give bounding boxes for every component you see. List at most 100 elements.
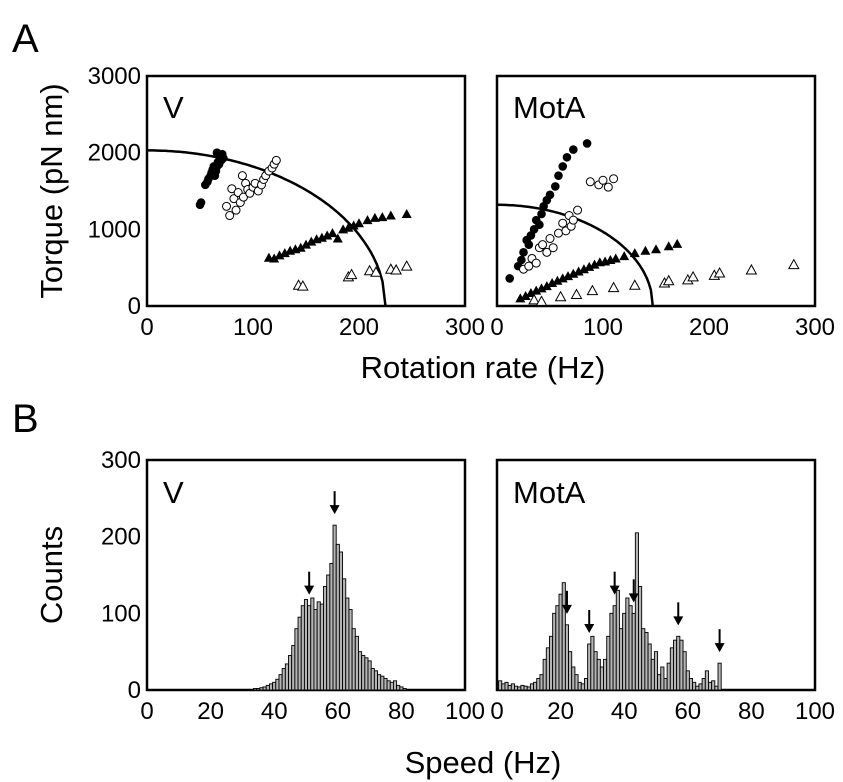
data-point: [554, 171, 563, 180]
histogram-bar: [701, 678, 706, 691]
panel-letter-b: B: [12, 397, 39, 441]
x-tick-label: 0: [490, 698, 503, 725]
data-point: [787, 258, 800, 270]
histogram-bar: [364, 657, 369, 691]
histogram-bar: [549, 635, 554, 691]
data-point: [563, 271, 574, 281]
histogram-bar: [574, 674, 579, 691]
histogram-bar: [265, 684, 270, 691]
data-point: [536, 283, 547, 293]
plot-frame: [145, 74, 467, 308]
histogram-bar: [653, 651, 659, 691]
data-point: [541, 281, 552, 291]
histogram-bar: [618, 628, 624, 691]
histogram-bar: [510, 683, 515, 691]
data-point: [552, 275, 563, 285]
histogram-bar: [590, 635, 595, 691]
x-tick-label: 40: [261, 698, 288, 725]
histogram-bar: [596, 658, 601, 691]
data-point: [370, 266, 382, 277]
histogram-bar: [313, 609, 318, 691]
histogram-bar: [367, 660, 372, 691]
peak-arrow: [714, 629, 725, 653]
x-tick-label: 20: [197, 698, 224, 725]
data-point: [558, 162, 568, 171]
histogram-bar: [568, 651, 573, 691]
histogram-bar: [628, 605, 633, 691]
histogram-bar: [542, 658, 547, 691]
panel-a-x-axis-title: Rotation rate (Hz): [361, 350, 606, 385]
histogram-bar: [708, 681, 713, 691]
histogram-bar: [514, 685, 519, 691]
peak-arrow-head: [304, 585, 315, 595]
data-point: [558, 218, 568, 228]
histogram-bar: [533, 681, 538, 691]
data-point: [713, 267, 726, 278]
data-point: [306, 236, 317, 246]
histogram-bar: [275, 678, 280, 691]
histogram-bar: [498, 680, 503, 691]
data-point: [582, 139, 592, 148]
y-tick-label: 300: [101, 447, 141, 474]
data-point: [573, 266, 584, 276]
data-point: [628, 279, 641, 290]
histogram-bar: [673, 639, 678, 691]
histogram-bar: [580, 683, 585, 691]
peak-arrow-head: [329, 505, 340, 515]
data-point: [345, 268, 358, 280]
histogram-bar: [386, 680, 391, 691]
histogram-bar: [682, 651, 687, 691]
data-point: [525, 287, 536, 297]
x-tick-label: 80: [388, 698, 415, 725]
histogram-bar: [704, 670, 709, 691]
histogram-bar: [338, 551, 344, 691]
data-point: [551, 182, 560, 191]
panel-b-v-histogram: V 0 20 40 60 80 100 0 100 200 300: [101, 447, 485, 725]
histogram-bar: [587, 643, 592, 691]
data-point: [584, 261, 595, 271]
data-point: [548, 243, 558, 253]
peak-arrow: [628, 579, 639, 603]
histogram-bar: [536, 678, 541, 691]
histogram-bar: [584, 678, 589, 691]
histogram-bar: [555, 605, 560, 691]
data-point: [629, 248, 640, 258]
histogram-bar: [657, 674, 662, 691]
data-point: [369, 212, 380, 222]
histogram-bar: [631, 612, 636, 691]
x-tick-label: 100: [445, 698, 485, 725]
histogram-bar: [332, 524, 337, 691]
y-tick-label: 200: [101, 524, 141, 551]
histogram-bar: [256, 688, 261, 691]
data-point: [231, 205, 241, 215]
histogram-bar: [323, 586, 328, 691]
histogram-bar: [253, 688, 258, 691]
x-tick-label: 40: [611, 698, 638, 725]
data-point: [348, 220, 359, 230]
data-point: [196, 198, 206, 207]
plot-label: MotA: [513, 475, 586, 510]
histogram-bar: [345, 597, 350, 691]
x-tick-label: 200: [689, 314, 729, 341]
data-point: [327, 228, 338, 238]
histogram-bar: [380, 675, 385, 691]
data-point: [578, 264, 589, 274]
data-point: [524, 261, 534, 271]
histogram-bar: [278, 674, 283, 691]
data-point: [568, 215, 578, 225]
data-point: [322, 230, 333, 240]
histogram-bar: [669, 647, 674, 691]
histogram-bar: [389, 681, 394, 691]
histogram-bar: [329, 563, 334, 691]
data-point: [225, 211, 235, 221]
data-point: [528, 293, 540, 305]
histogram-bar: [335, 543, 340, 691]
plot-label: V: [163, 475, 184, 510]
histogram-bar: [577, 681, 582, 691]
data-point: [237, 171, 247, 181]
data-point: [238, 192, 248, 202]
histogram-bar: [603, 658, 608, 691]
x-tick-label: 60: [674, 698, 701, 725]
histogram-bar: [358, 651, 363, 691]
histogram-bar: [288, 655, 293, 691]
